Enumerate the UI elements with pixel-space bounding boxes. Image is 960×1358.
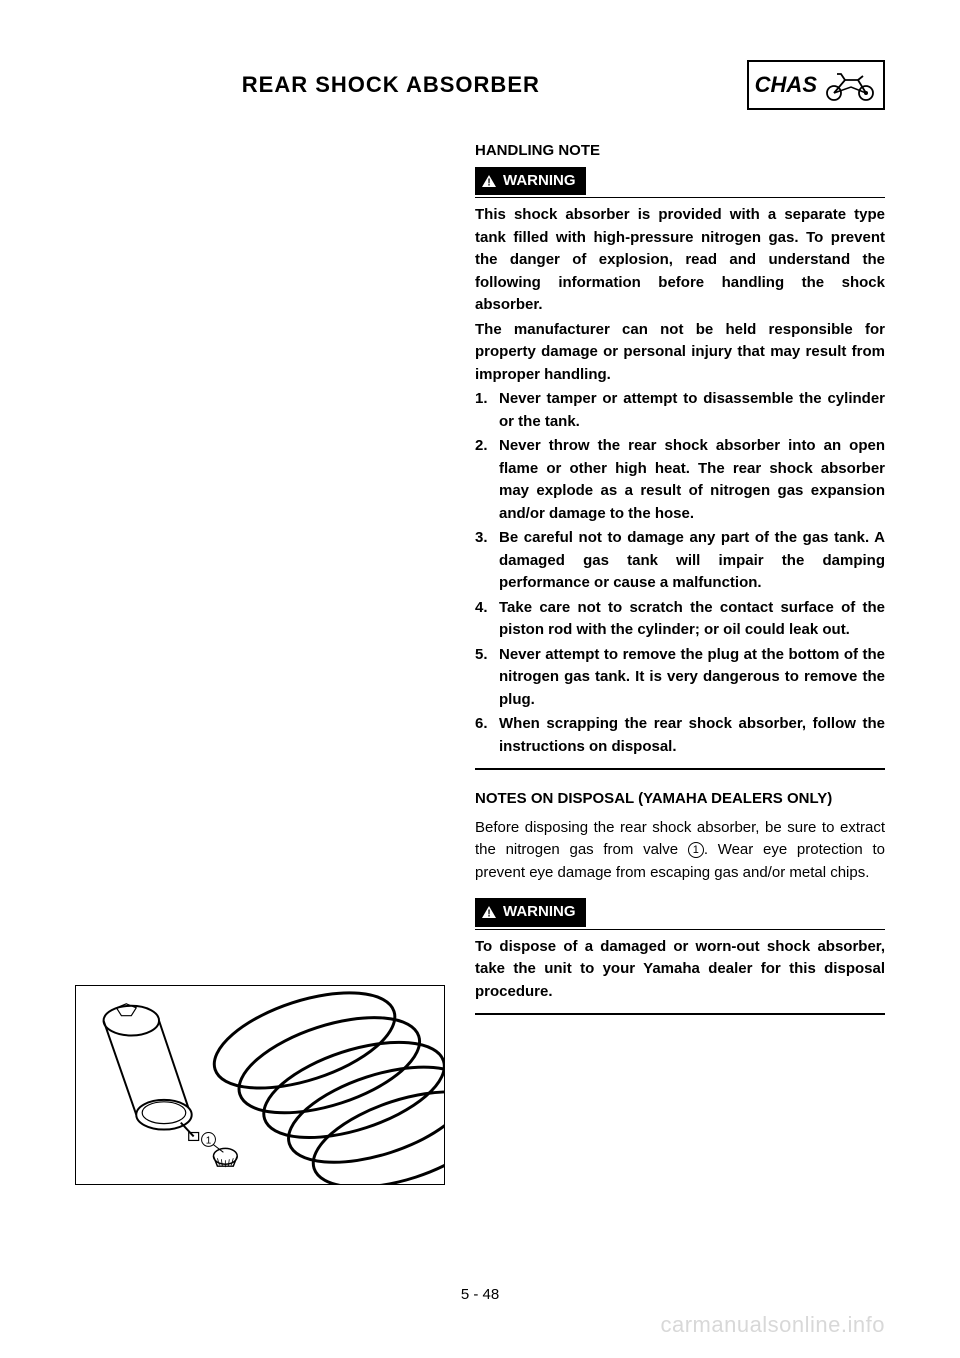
shock-absorber-illustration: 1: [76, 986, 444, 1184]
warning-triangle-icon: !: [481, 174, 497, 188]
item-text: Take care not to scratch the contact sur…: [499, 597, 885, 642]
callout-1: 1: [688, 842, 704, 858]
item-num: 5.: [475, 644, 499, 712]
warning1-item-2: 2. Never throw the rear shock absorber i…: [475, 435, 885, 525]
warning-rule-1: [475, 197, 885, 198]
item-num: 2.: [475, 435, 499, 525]
warning-badge-2: ! WARNING: [475, 898, 586, 927]
svg-text:!: !: [487, 177, 490, 188]
warning-triangle-icon: !: [481, 905, 497, 919]
warning1-item-5: 5. Never attempt to remove the plug at t…: [475, 644, 885, 712]
content-area: 1 HANDLING NOTE ! WARNI: [75, 140, 885, 1185]
chapter-label: CHAS: [755, 72, 817, 98]
motorcycle-icon: [823, 68, 877, 102]
page-header: REAR SHOCK ABSORBER CHAS: [75, 60, 885, 110]
item-num: 6.: [475, 713, 499, 758]
warning1-para-0: This shock absorber is provided with a s…: [475, 204, 885, 317]
warning1-item-3: 3. Be careful not to damage any part of …: [475, 527, 885, 595]
page-title: REAR SHOCK ABSORBER: [75, 72, 747, 98]
warning1-item-4: 4. Take care not to scratch the contact …: [475, 597, 885, 642]
manual-page: REAR SHOCK ABSORBER CHAS: [0, 0, 960, 1358]
watermark: carmanualsonline.info: [660, 1312, 885, 1338]
right-column: HANDLING NOTE ! WARNING This shock absor…: [475, 140, 885, 1185]
item-text: Never throw the rear shock absorber into…: [499, 435, 885, 525]
warning-badge-1: ! WARNING: [475, 167, 586, 196]
section-end-rule-2: [475, 1013, 885, 1015]
item-text: Never attempt to remove the plug at the …: [499, 644, 885, 712]
item-text: Be careful not to damage any part of the…: [499, 527, 885, 595]
item-text: When scrapping the rear shock absorber, …: [499, 713, 885, 758]
left-column: 1: [75, 140, 445, 1185]
disposal-heading: NOTES ON DISPOSAL (YAMAHA DEALERS ONLY): [475, 788, 885, 811]
chapter-badge: CHAS: [747, 60, 885, 110]
section-end-rule-1: [475, 768, 885, 770]
svg-text:!: !: [487, 909, 490, 920]
warning-rule-2: [475, 929, 885, 930]
item-num: 3.: [475, 527, 499, 595]
warning1-item-6: 6. When scrapping the rear shock absorbe…: [475, 713, 885, 758]
warning2-text: To dispose of a damaged or worn-out shoc…: [475, 936, 885, 1004]
item-num: 4.: [475, 597, 499, 642]
svg-text:1: 1: [206, 1135, 212, 1146]
warning1-item-1: 1. Never tamper or attempt to disassembl…: [475, 388, 885, 433]
page-number-footer: 5 - 48: [0, 1286, 960, 1303]
warning-label-1: WARNING: [503, 170, 576, 193]
warning1-para-1: The manufacturer can not be held respons…: [475, 319, 885, 387]
disposal-intro: Before disposing the rear shock absorber…: [475, 817, 885, 885]
item-text: Never tamper or attempt to disassemble t…: [499, 388, 885, 433]
handling-note-heading: HANDLING NOTE: [475, 140, 885, 163]
warning-label-2: WARNING: [503, 901, 576, 924]
item-num: 1.: [475, 388, 499, 433]
figure-shock-absorber: 1: [75, 985, 445, 1185]
